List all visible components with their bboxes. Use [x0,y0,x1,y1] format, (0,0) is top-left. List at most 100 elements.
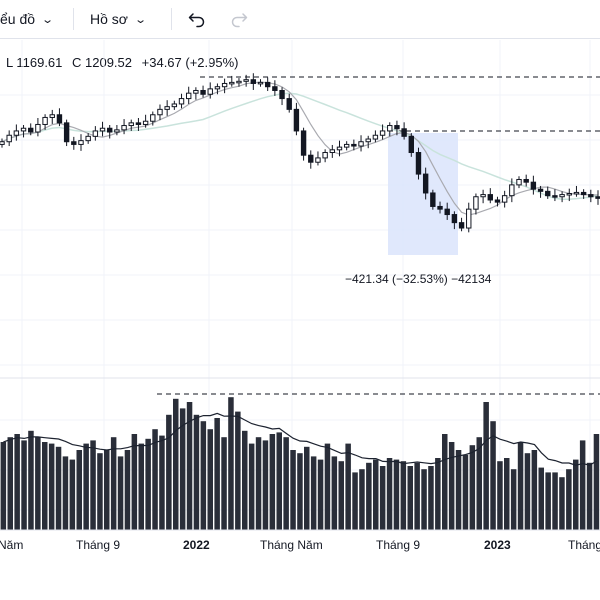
volume-bar [248,443,255,530]
volume-bar [55,446,62,530]
candle-body [358,141,364,147]
candle-body [387,125,393,132]
candle-body [588,194,594,198]
ohlc-legend: L 1169.61 C 1209.52 +34.67 (+2.95%) [6,55,245,70]
volume-series [0,397,600,530]
volume-bar [242,430,248,530]
measure-range-box [388,133,458,255]
candle-body [150,114,156,122]
volume-bar [76,450,82,530]
candle-body [56,114,63,124]
candle-body [286,98,292,110]
volume-bar [469,445,476,530]
volume-bar [448,442,455,530]
volume-bar [393,459,400,530]
volume-bar [269,434,276,530]
measure-label: −421.34 (−32.53%) −42134 [345,272,492,286]
candle-body [408,135,415,154]
volume-bar [373,459,379,530]
volume-bar [579,440,586,530]
candle-body [71,141,77,145]
candle-body [422,173,429,194]
candle-body [78,140,84,145]
chevron-down-icon: ⌄ [41,13,55,26]
volume-bar [200,421,207,530]
candle-body [157,108,163,116]
profile-menu-button[interactable]: Hồ sơ ⌄ [90,6,148,32]
volume-bar [152,429,158,530]
volume-bar [48,443,55,530]
candle-body [92,130,99,137]
volume-bar [28,430,34,530]
volume-bar [386,458,393,530]
redo-icon [231,13,248,28]
volume-bar [97,453,103,530]
chevron-down-icon: ⌄ [134,13,148,26]
volume-bar [586,462,593,530]
candle-body [200,89,206,95]
volume-bar [235,411,241,530]
volume-bar [359,469,365,530]
volume-bar [421,469,427,530]
candle-body [243,79,249,82]
volume-bar [352,472,358,530]
chart-grid [0,40,600,530]
candle-body [221,82,228,88]
candle-body [6,134,12,143]
chart-menu-button[interactable]: ểu đồ ⌄ [0,6,55,32]
toolbar-divider [171,8,172,30]
volume-bar [324,443,331,530]
volume-bar [110,437,117,530]
ma-long-line [1,92,599,201]
volume-bar [117,456,124,530]
candle-body [142,120,149,125]
candle-body [20,127,27,132]
volume-bar [442,434,448,530]
candle-body [193,89,199,94]
time-axis-label: Tháng Năm [260,538,323,552]
candle-body [85,135,91,142]
candle-body [315,157,321,163]
candle-body [437,205,443,210]
chart-menu-label: ểu đồ [0,11,36,27]
volume-bar [338,461,344,530]
candle-body [336,146,343,151]
redo-button[interactable] [226,6,252,32]
volume-bar [510,469,517,530]
candle-body [480,194,486,198]
candle-body [185,92,192,100]
candle-body [42,116,48,125]
toolbar: ểu đồ ⌄ Hồ sơ ⌄ [0,0,600,39]
candle-body [552,195,558,198]
volume-bar [455,450,462,530]
candle-body [595,196,600,199]
candle-body [164,106,170,110]
candle-body [458,222,465,229]
candle-body [466,208,472,229]
candle-body [473,196,479,210]
ma-short-line [1,81,599,216]
volume-bar [7,437,13,530]
volume-bar [407,466,413,530]
candle-body [279,89,285,100]
moving-averages [1,81,599,216]
candle-body [559,194,565,198]
volume-bar [497,461,503,530]
undo-button[interactable] [184,6,210,32]
candle-body [566,193,572,196]
candle-body [343,143,350,148]
volume-bar [262,440,269,530]
volume-bar [379,466,386,530]
volume-bar [517,442,524,530]
volume-bar [221,437,227,530]
candle-body [351,143,357,147]
time-axis[interactable]: Năm Tháng 9 2022 Tháng Năm Tháng 9 2023 Tháng [0,538,600,552]
candle-body [487,194,493,201]
ohlc-change: +34.67 (+2.95%) [141,55,239,70]
candle-body [430,192,436,207]
volume-bar [476,437,482,530]
candle-body [293,108,300,132]
volume-bar [366,462,372,530]
candle-body [257,81,264,85]
